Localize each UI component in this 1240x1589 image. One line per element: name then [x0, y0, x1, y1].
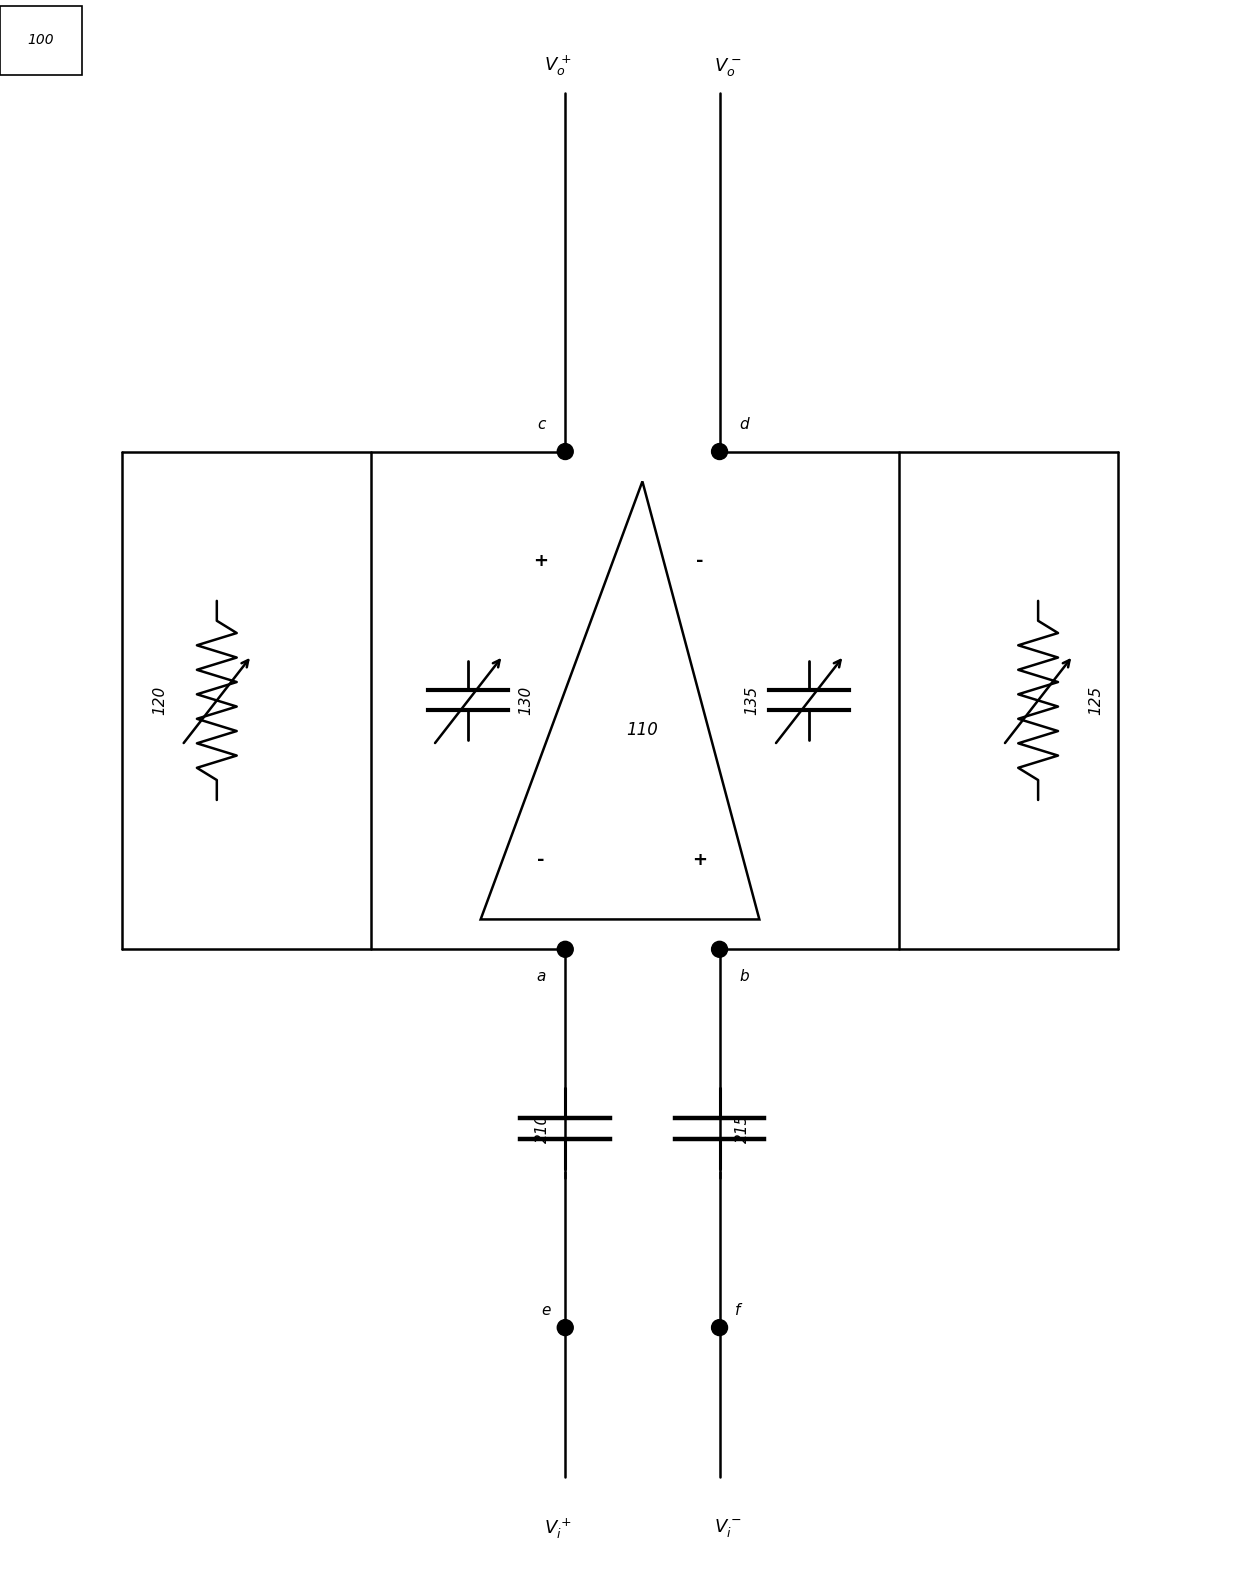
Text: d: d [739, 416, 749, 432]
Text: $V_o^-$: $V_o^-$ [714, 56, 742, 78]
Circle shape [712, 1319, 728, 1336]
Circle shape [712, 443, 728, 459]
Text: b: b [739, 969, 749, 984]
Text: +: + [692, 850, 707, 869]
Text: $V_o^+$: $V_o^+$ [543, 54, 570, 78]
Circle shape [557, 1319, 573, 1336]
Text: 125: 125 [1087, 686, 1102, 715]
Circle shape [557, 443, 573, 459]
Text: 100: 100 [27, 33, 55, 48]
Text: +: + [533, 551, 548, 570]
Text: -: - [696, 551, 703, 570]
Text: c: c [537, 416, 546, 432]
Text: a: a [536, 969, 546, 984]
Text: f: f [734, 1303, 740, 1317]
Circle shape [557, 941, 573, 957]
Text: 120: 120 [153, 686, 167, 715]
Text: 135: 135 [744, 686, 759, 715]
Circle shape [712, 941, 728, 957]
Text: $V_i^-$: $V_i^-$ [714, 1517, 742, 1538]
Text: $V_i^+$: $V_i^+$ [543, 1517, 570, 1541]
Text: 210: 210 [536, 1114, 551, 1142]
Text: 110: 110 [626, 721, 658, 739]
Text: 215: 215 [734, 1114, 749, 1142]
Text: e: e [541, 1303, 551, 1317]
Text: 130: 130 [518, 686, 533, 715]
Text: -: - [537, 850, 544, 869]
